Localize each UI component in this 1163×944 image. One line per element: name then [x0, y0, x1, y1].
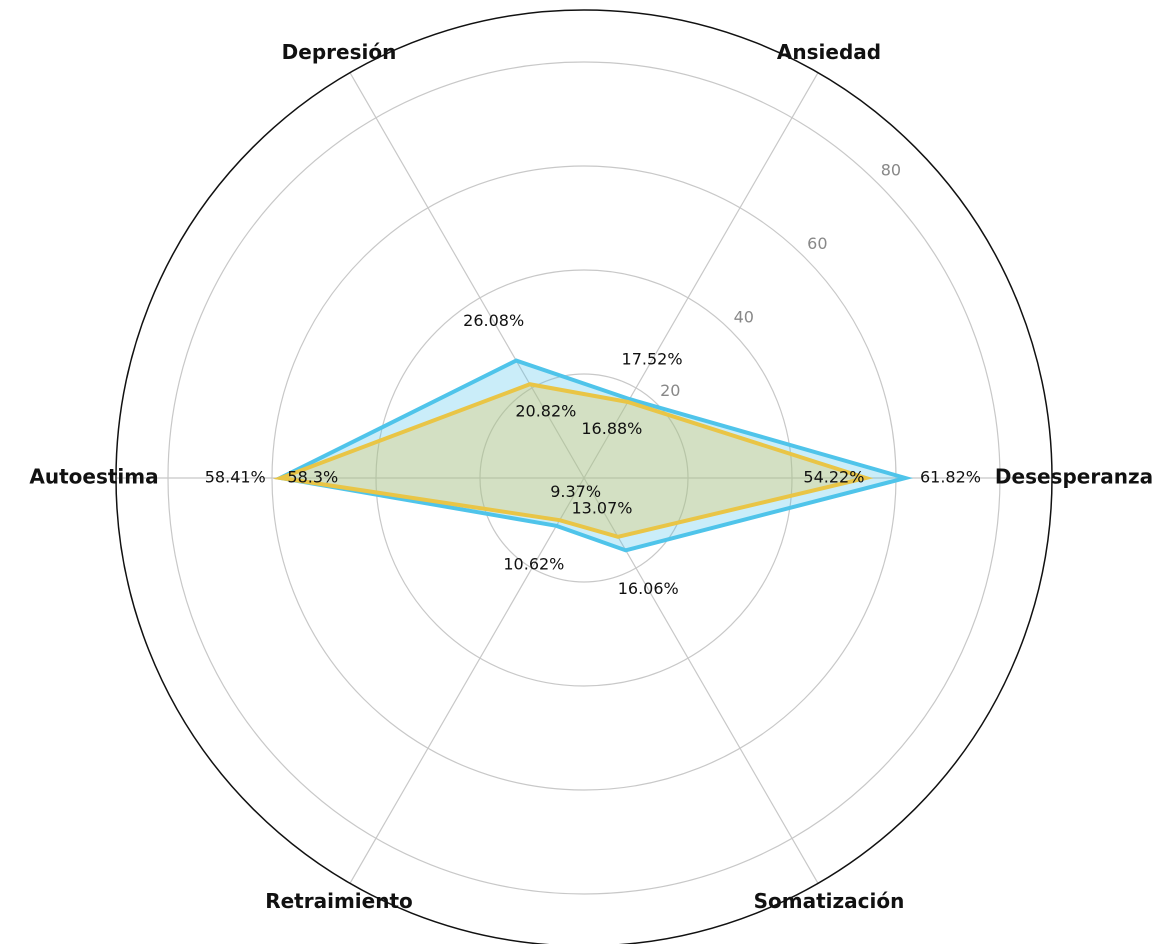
value-label: 9.37% — [550, 482, 601, 501]
value-label: 13.07% — [571, 499, 632, 518]
category-label: Autoestima — [29, 465, 158, 489]
value-label: 17.52% — [622, 350, 683, 369]
tick-label: 60 — [807, 234, 827, 253]
value-label: 26.08% — [463, 311, 524, 330]
value-label: 10.62% — [503, 554, 564, 573]
value-label: 16.06% — [618, 579, 679, 598]
outer-ring — [115, 9, 1053, 944]
value-label: 54.22% — [803, 468, 864, 487]
category-label: Retraimiento — [265, 889, 413, 913]
category-label: Somatización — [754, 889, 905, 913]
value-label: 58.41% — [205, 468, 266, 487]
value-label: 16.88% — [581, 419, 642, 438]
series-area — [272, 382, 874, 539]
tick-label: 40 — [734, 308, 754, 327]
value-label: 58.3% — [287, 468, 338, 487]
category-label: Desesperanza — [995, 465, 1153, 489]
tick-label: 80 — [881, 161, 901, 180]
spoke — [349, 477, 585, 884]
category-label: Depresión — [282, 40, 397, 64]
spoke — [349, 72, 585, 479]
category-label: Ansiedad — [777, 40, 881, 64]
value-label: 61.82% — [920, 468, 981, 487]
spoke — [583, 477, 819, 884]
tick-label: 20 — [660, 381, 680, 400]
spoke — [583, 72, 819, 479]
value-label: 20.82% — [515, 401, 576, 420]
